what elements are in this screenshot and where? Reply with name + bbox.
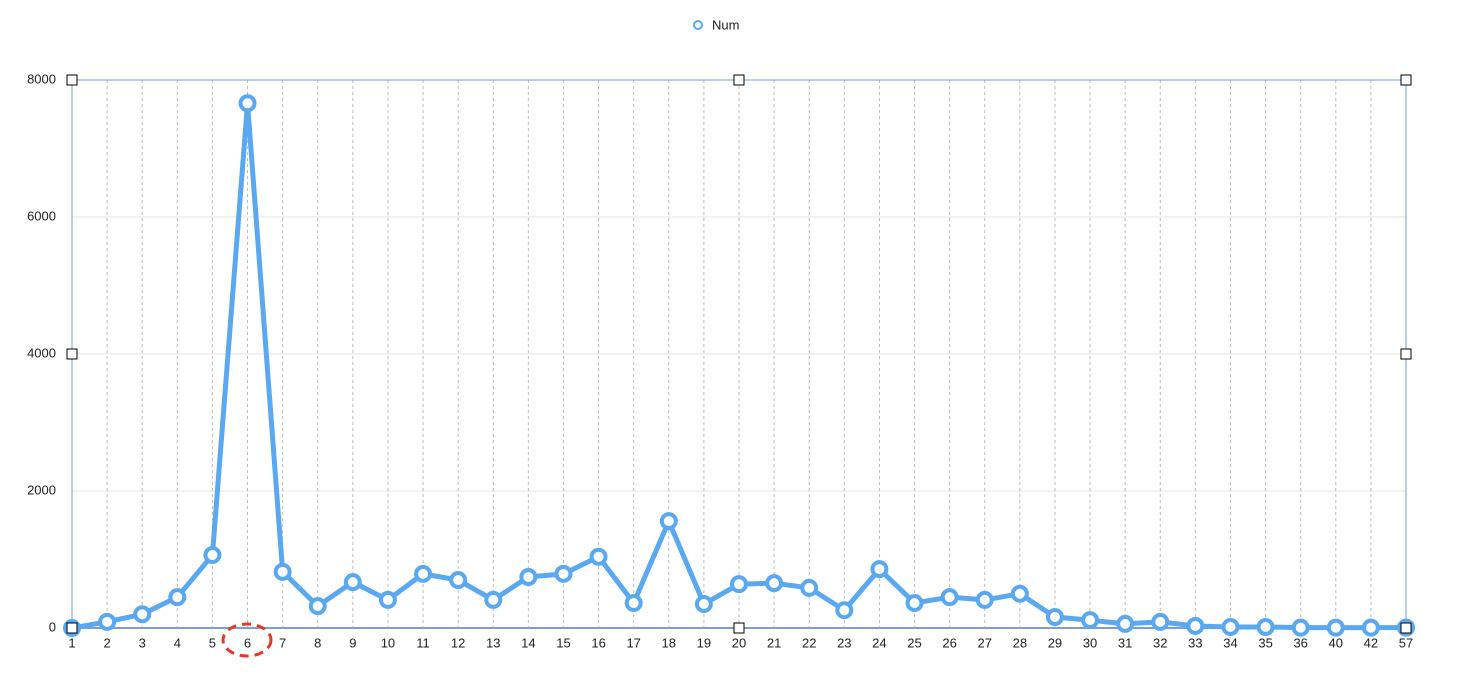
y-tick-label: 2000 bbox=[27, 482, 56, 497]
x-tick-label: 16 bbox=[591, 635, 605, 650]
x-tick-label: 33 bbox=[1188, 635, 1202, 650]
x-tick-label: 17 bbox=[626, 635, 640, 650]
point bbox=[238, 94, 257, 113]
x-tick-label: 4 bbox=[174, 635, 181, 650]
y-tick-label: 6000 bbox=[27, 208, 56, 223]
x-tick-label: 9 bbox=[349, 635, 356, 650]
x-tick-label: 31 bbox=[1118, 635, 1132, 650]
point bbox=[835, 601, 854, 620]
legend-marker bbox=[693, 20, 703, 30]
point bbox=[694, 595, 713, 614]
point bbox=[308, 597, 327, 616]
point bbox=[484, 590, 503, 609]
x-tick-label: 11 bbox=[416, 635, 430, 650]
point bbox=[1151, 612, 1170, 631]
x-tick-label: 2 bbox=[103, 635, 110, 650]
point bbox=[98, 612, 117, 631]
point bbox=[1291, 618, 1310, 637]
annotation-circle bbox=[221, 622, 273, 658]
point bbox=[1221, 617, 1240, 636]
point bbox=[765, 574, 784, 593]
point bbox=[1081, 611, 1100, 630]
point bbox=[1186, 616, 1205, 635]
x-tick-label: 19 bbox=[697, 635, 711, 650]
point bbox=[1116, 614, 1135, 633]
point bbox=[940, 588, 959, 607]
x-tick-label: 14 bbox=[521, 635, 535, 650]
y-tick-label: 8000 bbox=[27, 71, 56, 86]
x-tick-label: 8 bbox=[314, 635, 321, 650]
x-tick-label: 36 bbox=[1293, 635, 1307, 650]
x-tick-label: 40 bbox=[1329, 635, 1343, 650]
x-tick-label: 24 bbox=[872, 635, 886, 650]
point bbox=[1326, 618, 1345, 637]
x-tick-label: 25 bbox=[907, 635, 921, 650]
x-tick-label: 23 bbox=[837, 635, 851, 650]
x-tick-label: 27 bbox=[978, 635, 992, 650]
point bbox=[273, 562, 292, 581]
x-tick-label: 5 bbox=[209, 635, 216, 650]
x-tick-label: 35 bbox=[1258, 635, 1272, 650]
x-tick-label: 1 bbox=[68, 635, 75, 650]
x-tick-label: 13 bbox=[486, 635, 500, 650]
point bbox=[1045, 608, 1064, 627]
x-tick-label: 32 bbox=[1153, 635, 1167, 650]
x-tick-label: 22 bbox=[802, 635, 816, 650]
point bbox=[624, 593, 643, 612]
legend: Num bbox=[693, 17, 739, 32]
point bbox=[378, 590, 397, 609]
x-tick-label: 3 bbox=[139, 635, 146, 650]
x-tick-label: 12 bbox=[451, 635, 465, 650]
x-tick-label: 29 bbox=[1048, 635, 1062, 650]
x-tick-label: 15 bbox=[556, 635, 570, 650]
point bbox=[203, 546, 222, 565]
x-tick-label: 18 bbox=[662, 635, 676, 650]
legend-label: Num bbox=[712, 17, 739, 32]
point bbox=[1361, 618, 1380, 637]
point bbox=[133, 605, 152, 624]
x-tick-label: 57 bbox=[1399, 635, 1413, 650]
x-tick-label: 30 bbox=[1083, 635, 1097, 650]
x-tick-label: 34 bbox=[1223, 635, 1237, 650]
point bbox=[1010, 584, 1029, 603]
point bbox=[870, 560, 889, 579]
grid bbox=[72, 79, 1406, 629]
point bbox=[168, 588, 187, 607]
point bbox=[800, 578, 819, 597]
point bbox=[1256, 617, 1275, 636]
point bbox=[519, 567, 538, 586]
point bbox=[659, 512, 678, 531]
x-tick-label: 42 bbox=[1364, 635, 1378, 650]
point bbox=[905, 593, 924, 612]
point bbox=[343, 573, 362, 592]
point bbox=[975, 590, 994, 609]
point bbox=[414, 564, 433, 583]
point bbox=[449, 571, 468, 590]
point bbox=[554, 564, 573, 583]
selection-handles bbox=[66, 74, 1412, 634]
x-tick-label: 28 bbox=[1013, 635, 1027, 650]
x-tick-label: 7 bbox=[279, 635, 286, 650]
y-tick-label: 4000 bbox=[27, 345, 56, 360]
x-tick-label: 10 bbox=[381, 635, 395, 650]
point bbox=[589, 547, 608, 566]
y-tick-label: 0 bbox=[49, 619, 56, 634]
x-tick-label: 21 bbox=[767, 635, 781, 650]
x-tick-label: 20 bbox=[732, 635, 746, 650]
point bbox=[730, 575, 748, 594]
x-tick-label: 26 bbox=[942, 635, 956, 650]
x-tick-label: 6 bbox=[244, 635, 251, 650]
